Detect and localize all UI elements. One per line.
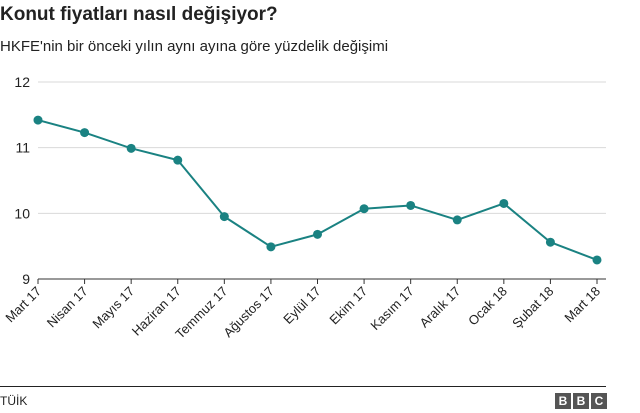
data-point	[406, 200, 416, 210]
bbc-logo-letter: C	[591, 393, 607, 409]
data-point	[592, 255, 602, 265]
bbc-logo-letter: B	[555, 393, 571, 409]
data-point	[499, 198, 509, 208]
grid-layer	[38, 81, 606, 280]
x-tick-label: Şubat 18	[509, 284, 556, 331]
x-tick-label: Mart 18	[561, 284, 603, 326]
y-tick-label: 11	[15, 140, 30, 156]
x-tick-label: Mart 17	[2, 284, 44, 326]
chart-subtitle: HKFE'nin bir önceki yılın aynı ayına gör…	[0, 38, 389, 55]
x-tick-label: Ocak 18	[465, 284, 510, 329]
x-tick-label: Ekim 17	[326, 284, 370, 328]
data-point	[452, 215, 462, 225]
y-tick-label: 12	[14, 74, 30, 90]
x-tick-label: Ağustos 17	[220, 284, 277, 341]
data-point	[219, 212, 229, 222]
data-point	[266, 242, 276, 252]
source-label: TÜİK	[0, 394, 28, 408]
bbc-logo: B B C	[555, 393, 607, 409]
y-tick-labels: 9 10 11 12	[14, 74, 30, 287]
x-tick-label: Mayıs 17	[89, 284, 137, 332]
data-point	[33, 115, 43, 125]
series-layer	[33, 115, 602, 265]
x-tick-label: Kasım 17	[367, 284, 416, 333]
data-point	[126, 143, 136, 153]
x-tick-label: Nisan 17	[44, 284, 91, 331]
series-line	[37, 119, 598, 261]
data-point	[545, 237, 555, 247]
data-point	[359, 204, 369, 214]
x-tick-label: Eylül 17	[280, 284, 323, 327]
y-tick-label: 9	[22, 271, 30, 287]
data-point	[313, 229, 322, 239]
data-point	[80, 128, 90, 138]
y-tick-label: 10	[14, 205, 30, 221]
x-tick-label: Aralık 17	[416, 284, 463, 331]
bbc-logo-letter: B	[573, 393, 589, 409]
data-point	[173, 155, 183, 165]
footer-divider	[0, 386, 606, 387]
chart-title: Konut fiyatları nasıl değişiyor?	[0, 4, 278, 25]
